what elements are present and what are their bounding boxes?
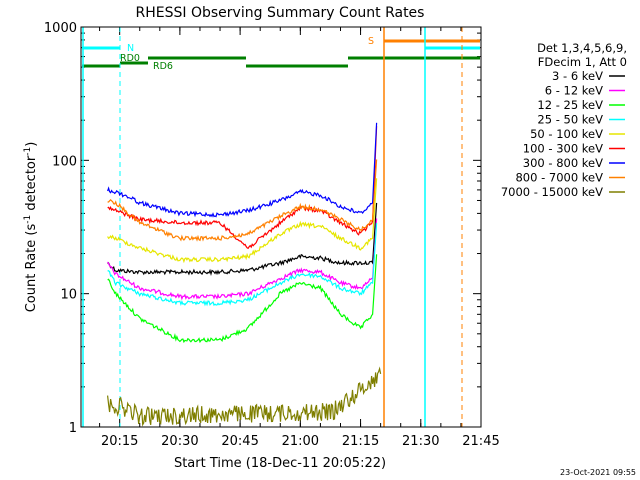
series-line-5 (107, 126, 378, 250)
series-line-2 (107, 254, 378, 344)
legend-label-8: 7000 - 15000 keV (501, 185, 603, 199)
legend-label-1: 6 - 12 keV (545, 84, 603, 98)
y-tick-label: 1 (69, 421, 77, 436)
x-tick-label: 21:00 (282, 434, 319, 449)
legend-header-line-1: Det 1,3,4,5,6,9, (537, 41, 627, 55)
y-tick-label: 100 (52, 154, 77, 169)
legend-label-5: 100 - 300 keV (523, 142, 603, 156)
x-tick-label: 20:15 (101, 434, 138, 449)
x-axis-label: Start Time (18-Dec-11 20:05:22) (174, 456, 386, 471)
legend-label-6: 300 - 800 keV (523, 156, 603, 170)
legend-header-line-2: FDecim 1, Att 0 (538, 55, 627, 69)
x-tick-label: 21:15 (342, 434, 379, 449)
series-line-4 (107, 178, 378, 264)
legend-label-3: 25 - 50 keV (537, 113, 603, 127)
series-line-3 (107, 223, 378, 307)
legend-label-0: 3 - 6 keV (552, 69, 603, 83)
legend-label-4: 50 - 100 keV (530, 127, 603, 141)
legend-label-7: 800 - 7000 keV (515, 171, 603, 185)
plot-frame (80, 26, 482, 428)
series-line-6 (107, 122, 378, 218)
flag-label-s: S (368, 36, 374, 47)
series-line-7 (107, 159, 378, 242)
flag-label-n: N (127, 43, 134, 54)
x-tick-label: 21:30 (402, 434, 439, 449)
flag-label-rd6: RD6 (153, 61, 173, 72)
flag-label-rd0: RD0 (120, 53, 140, 64)
x-tick-label: 20:45 (221, 434, 258, 449)
series-line-0 (107, 202, 378, 277)
chart-title: RHESSI Observing Summary Count Rates (136, 5, 425, 21)
y-tick-label: 10 (60, 288, 77, 303)
generated-timestamp: 23-Oct-2021 09:55 (560, 468, 636, 477)
series-line-8 (107, 366, 382, 427)
x-tick-label: 20:30 (161, 434, 198, 449)
y-tick-label: 1000 (44, 21, 77, 36)
series-line-1 (107, 218, 378, 301)
y-axis-label: Count Rate (s-1 detector-1) (23, 142, 39, 313)
x-tick-label: 21:45 (462, 434, 499, 449)
legend-label-2: 12 - 25 keV (537, 98, 603, 112)
